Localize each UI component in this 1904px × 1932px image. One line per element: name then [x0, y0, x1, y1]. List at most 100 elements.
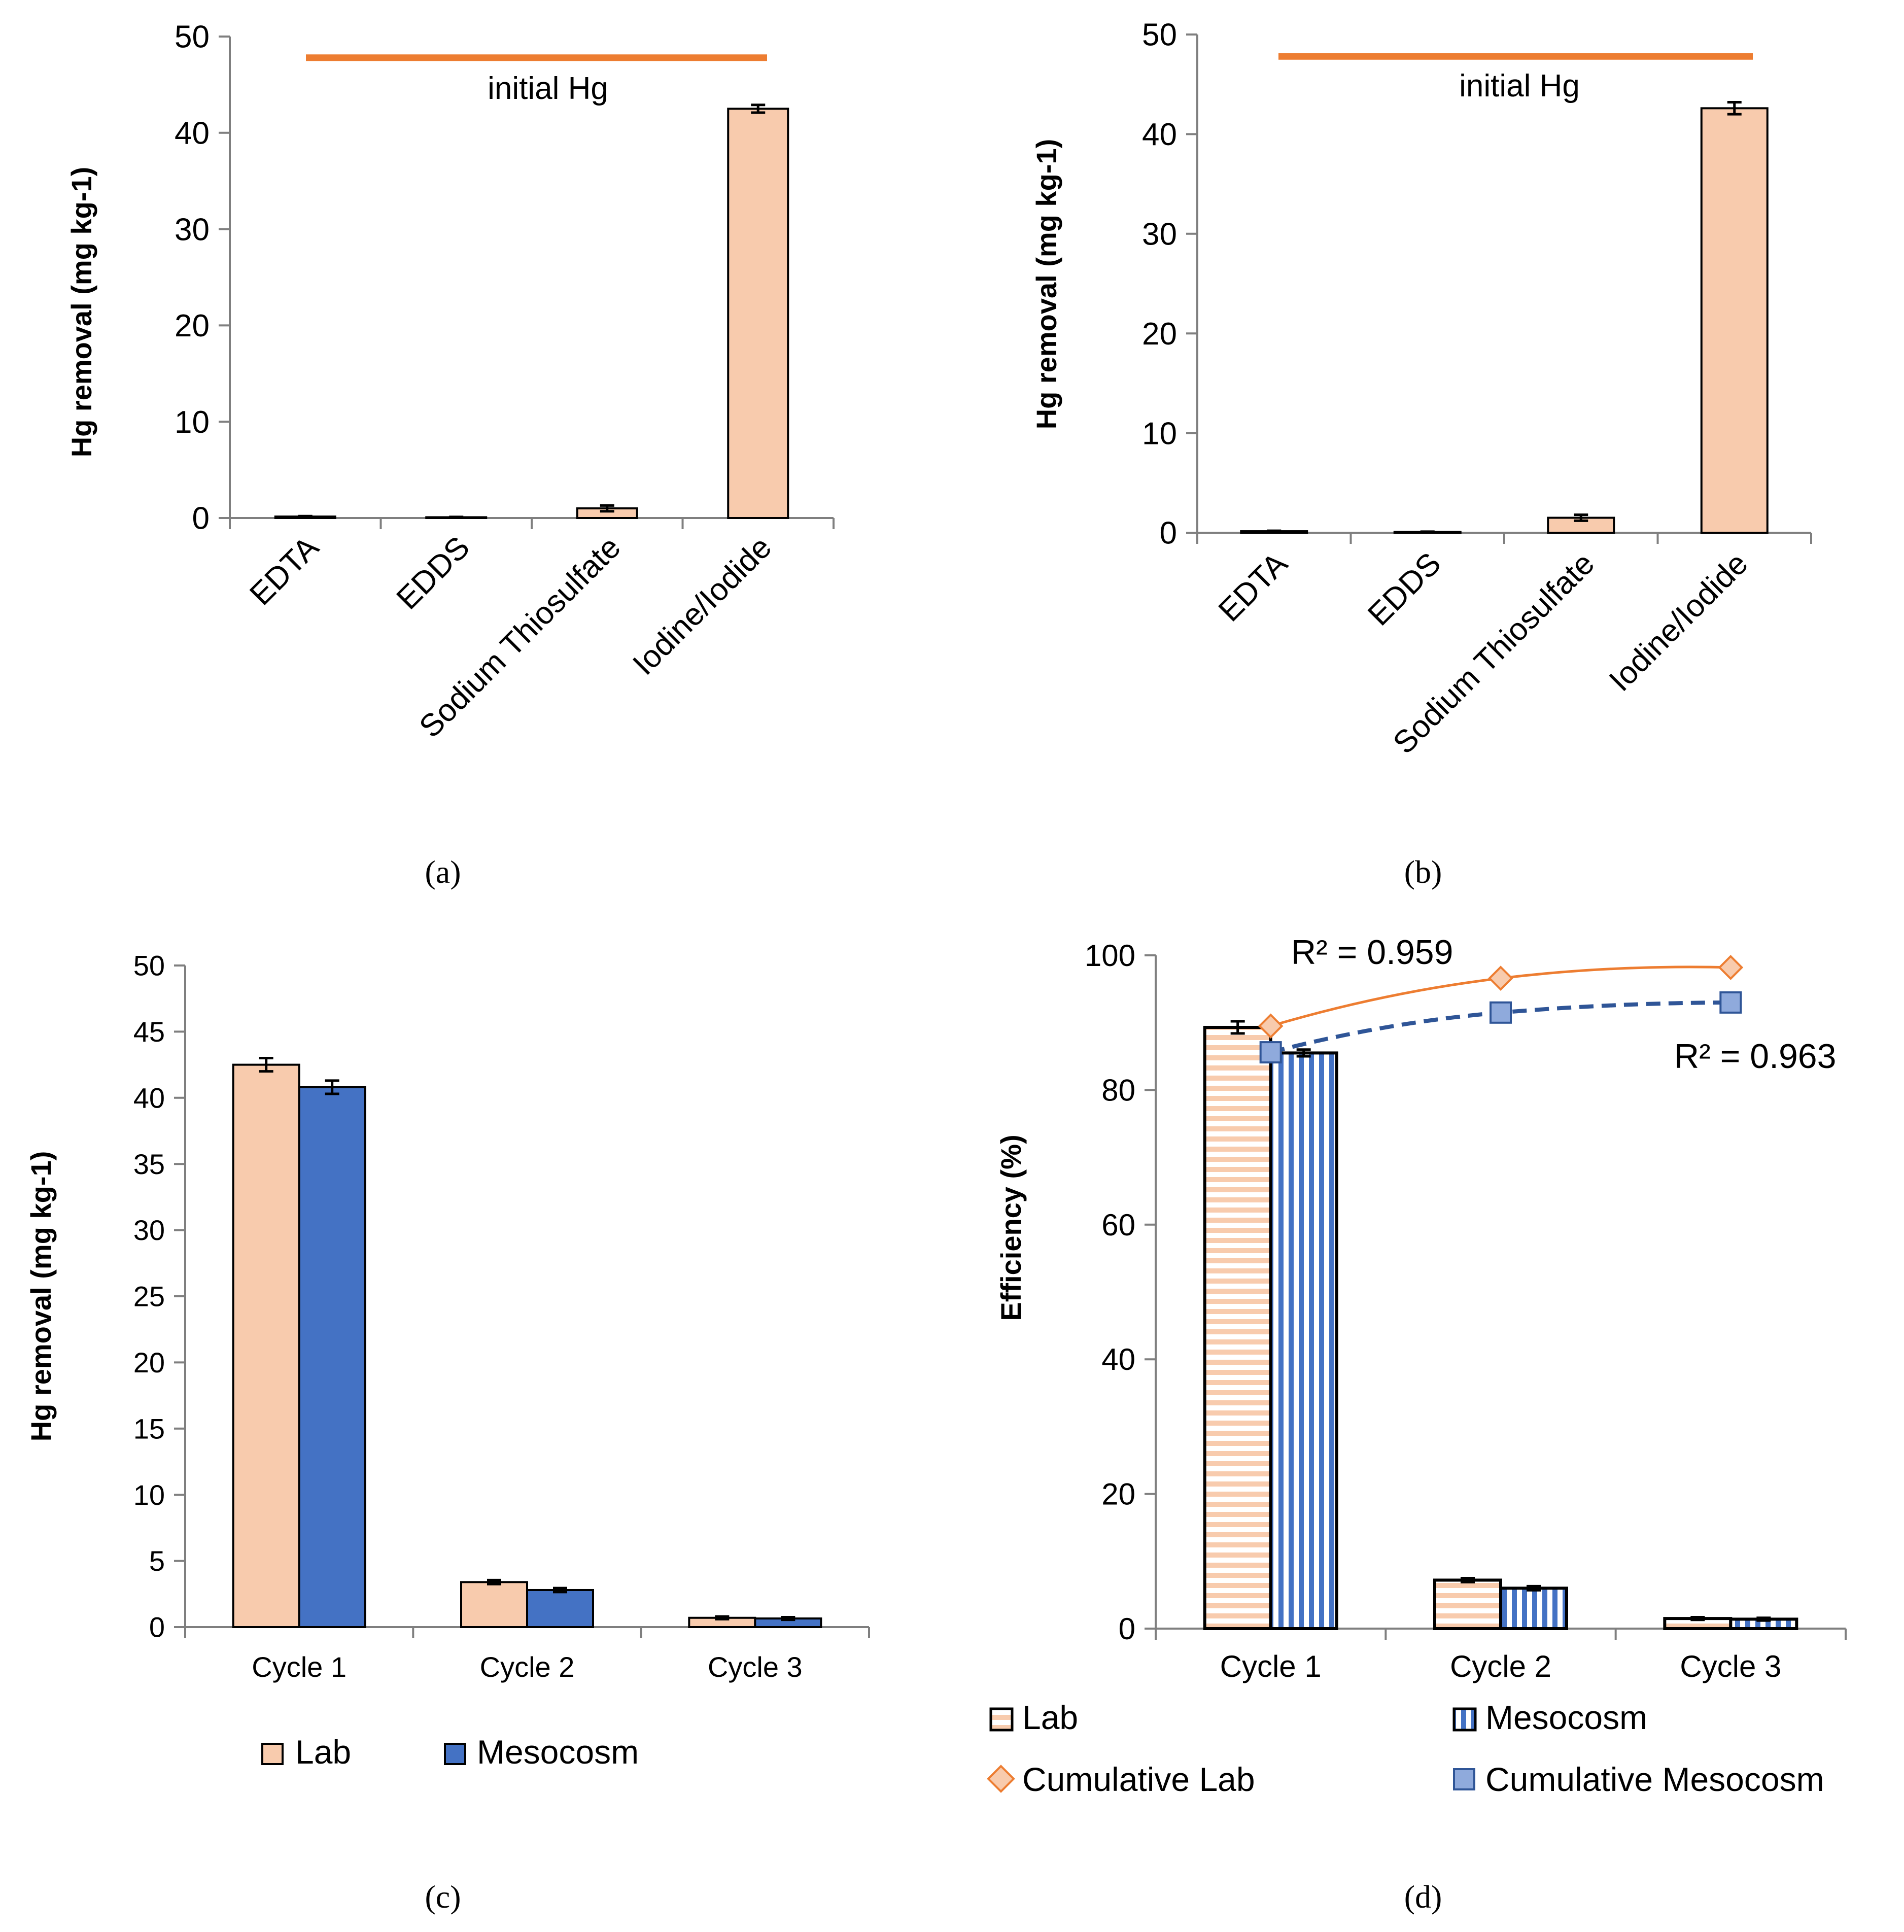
point-cumulative-lab-3	[1718, 955, 1744, 980]
panel-d-legend: Lab Mesocosm Cumulative Lab Cumulative M…	[987, 1699, 1824, 1798]
bar-mesocosm-2	[1499, 1586, 1568, 1630]
point-cumulative-mesocosm-2	[1490, 1001, 1512, 1024]
panel-c-x-ticks: Cycle 1 Cycle 2 Cycle 3	[184, 1627, 870, 1683]
x-category-label: EDDS	[1361, 546, 1448, 633]
panel-d-r2-mesocosm: R² = 0.963	[1674, 1037, 1836, 1076]
bar-lab-1	[232, 1063, 300, 1629]
panel-d-r2-lab: R² = 0.959	[1291, 933, 1453, 972]
legend-marker-cumulative-lab	[987, 1765, 1015, 1793]
y-tick-label: 20	[1101, 1477, 1135, 1511]
panel-c-y-axis-label: Hg removal (mg kg-1)	[25, 1151, 57, 1442]
panel-d-cumulative-points	[1258, 955, 1744, 1064]
y-tick-label: 15	[133, 1412, 165, 1444]
x-category-label: Cycle 1	[252, 1651, 347, 1683]
y-tick-label: 20	[133, 1347, 165, 1378]
bar-mesocosm-2	[526, 1589, 594, 1629]
x-category-label: EDTA	[1212, 546, 1295, 629]
point-cumulative-mesocosm-3	[1719, 991, 1742, 1014]
bar-iodine-iodide	[1700, 107, 1769, 534]
legend-swatch-lab-hatched	[989, 1707, 1014, 1732]
point-cumulative-lab-1	[1258, 1013, 1284, 1039]
bar-mesocosm-1	[1269, 1051, 1338, 1630]
panel-a-y-ticks: 0 10 20 30 40 50	[175, 20, 230, 536]
panel-b-caption: (b)	[1404, 854, 1442, 890]
panel-c-caption: (c)	[425, 1879, 461, 1915]
panel-a-bars	[274, 104, 789, 520]
y-tick-label: 30	[175, 212, 210, 247]
point-cumulative-lab-2	[1488, 965, 1513, 991]
y-tick-label: 60	[1101, 1208, 1135, 1242]
legend-label-mesocosm: Mesocosm	[477, 1733, 639, 1771]
bar-lab-2	[1433, 1578, 1502, 1631]
bar-lab-1	[1203, 1025, 1272, 1630]
y-tick-label: 50	[133, 950, 165, 982]
panel-d-y-ticks: 0 20 40 60 80 100	[1085, 939, 1156, 1646]
panel-d: 0 20 40 60 80 100 Cycle 1 Cycle 2 Cycle 3 R² = …	[987, 933, 1847, 1915]
y-tick-label: 20	[175, 308, 210, 343]
bar-iodine-iodide	[727, 108, 789, 520]
y-tick-label: 10	[1142, 416, 1177, 451]
legend-label-cumulative-mesocosm: Cumulative Mesocosm	[1485, 1761, 1824, 1798]
x-category-label: Cycle 3	[708, 1651, 803, 1683]
x-category-label: Cycle 3	[1680, 1649, 1781, 1683]
y-tick-label: 25	[133, 1281, 165, 1313]
legend-label-lab: Lab	[295, 1733, 351, 1771]
panel-a-caption: (a)	[425, 854, 461, 890]
x-category-label: EDDS	[390, 530, 477, 616]
x-category-label: Cycle 2	[480, 1651, 575, 1683]
panel-d-caption: (d)	[1404, 1879, 1442, 1915]
legend-label-mesocosm: Mesocosm	[1485, 1699, 1647, 1736]
y-tick-label: 80	[1101, 1073, 1135, 1107]
panel-c-legend: Lab Mesocosm	[261, 1733, 639, 1771]
panel-a-y-axis-label: Hg removal (mg kg-1)	[65, 167, 97, 458]
panel-d-x-ticks: Cycle 1 Cycle 2 Cycle 3	[1155, 1629, 1847, 1683]
y-tick-label: 10	[175, 405, 210, 440]
x-category-label: Iodine/Iodide	[1603, 546, 1755, 698]
y-tick-label: 0	[149, 1611, 165, 1643]
y-tick-label: 40	[175, 116, 210, 151]
y-tick-label: 10	[133, 1479, 165, 1511]
y-tick-label: 30	[1142, 217, 1177, 252]
y-tick-label: 45	[133, 1016, 165, 1048]
y-tick-label: 30	[133, 1214, 165, 1246]
x-category-label: Cycle 2	[1450, 1649, 1551, 1683]
x-category-label: Iodine/Iodide	[626, 530, 778, 682]
legend-label-lab: Lab	[1022, 1699, 1078, 1736]
panel-d-y-axis-label: Efficiency (%)	[995, 1134, 1027, 1321]
legend-swatch-mesocosm	[444, 1743, 466, 1765]
y-tick-label: 50	[175, 20, 210, 55]
panel-b-y-axis-label: Hg removal (mg kg-1)	[1030, 139, 1062, 430]
y-tick-label: 40	[1142, 117, 1177, 152]
y-tick-label: 100	[1085, 939, 1135, 973]
y-tick-label: 0	[1119, 1612, 1135, 1646]
bar-mesocosm-1	[298, 1086, 366, 1628]
legend-marker-cumulative-mesocosm	[1453, 1768, 1475, 1790]
x-category-label: Cycle 1	[1220, 1649, 1322, 1683]
legend-swatch-mesocosm-hatched	[1452, 1707, 1477, 1732]
y-tick-label: 0	[1160, 516, 1177, 551]
y-tick-label: 50	[1142, 18, 1177, 53]
y-tick-label: 20	[1142, 317, 1177, 352]
panel-a-initial-hg-label: initial Hg	[488, 71, 608, 106]
legend-swatch-lab	[261, 1743, 284, 1765]
point-cumulative-mesocosm-1	[1259, 1041, 1282, 1064]
panel-c-bars	[232, 1057, 822, 1629]
panel-b-initial-hg-label: initial Hg	[1459, 68, 1580, 104]
bar-lab-2	[460, 1581, 528, 1628]
y-tick-label: 5	[149, 1545, 165, 1577]
y-tick-label: 0	[192, 501, 210, 536]
panel-b-y-ticks: 0 10 20 30 40 50	[1142, 18, 1197, 551]
legend-label-cumulative-lab: Cumulative Lab	[1022, 1761, 1255, 1798]
x-category-label: EDTA	[243, 530, 326, 612]
y-tick-label: 35	[133, 1148, 165, 1180]
panel-d-bars	[1203, 1020, 1798, 1631]
panel-c-y-ticks: 0 5 10 15 20 25 30 35 40 45 50	[133, 950, 185, 1643]
y-tick-label: 40	[133, 1082, 165, 1114]
panel-b-bars	[1240, 101, 1769, 534]
